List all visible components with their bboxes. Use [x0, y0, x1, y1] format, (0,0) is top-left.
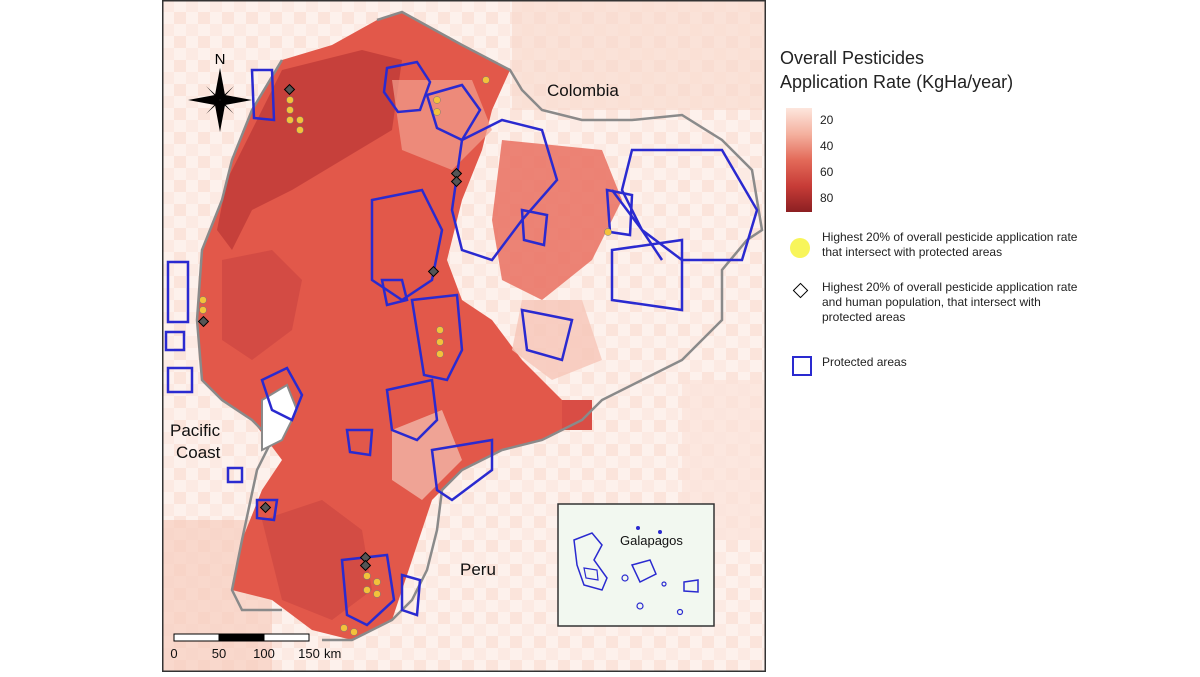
peru-border: [322, 448, 503, 642]
label-pacific-line1: Pacific: [170, 421, 221, 440]
legend-item-label: Highest 20% of overall pesticide applica…: [822, 230, 1078, 259]
legend-item-black-diamond: Highest 20% of overall pesticide applica…: [780, 280, 1080, 325]
scale-tick-50: 50: [212, 646, 226, 661]
north-label: N: [215, 51, 226, 68]
label-pacific-line2: Coast: [176, 443, 221, 462]
colombia-border: [376, 10, 764, 452]
legend-item-label: Highest 20% of overall pesticide applica…: [822, 280, 1078, 324]
legend-item-yellow-circle: Highest 20% of overall pesticide applica…: [780, 230, 1080, 260]
colorbar-tick-60: 60: [820, 165, 834, 179]
colorbar-tick-80: 80: [820, 191, 834, 205]
label-peru: Peru: [460, 560, 496, 579]
label-colombia: Colombia: [547, 81, 619, 100]
colorbar-gradient: [786, 108, 812, 212]
legend-title-line1: Overall Pesticides: [780, 48, 925, 68]
yellow-circle-icon: [790, 238, 810, 258]
colorbar-tick-20: 20: [820, 113, 834, 127]
galapagos-inset: Galapagos: [557, 503, 715, 627]
north-arrow-icon: [188, 68, 252, 132]
colorbar-tick-40: 40: [820, 139, 834, 153]
legend: Overall Pesticides Application Rate (KgH…: [780, 46, 1080, 376]
hotspots: [197, 76, 612, 636]
legend-title-line2: Application Rate (KgHa/year): [780, 72, 1014, 92]
scale-bar: 0 50 100 150 km: [170, 633, 341, 661]
diamond-icon: [792, 282, 809, 299]
scale-unit: km: [324, 646, 341, 661]
pacific-coastline: [195, 59, 284, 612]
scale-tick-100: 100: [253, 646, 275, 661]
colorbar: 20 40 60 80: [780, 108, 1080, 218]
protected-areas: [164, 60, 759, 627]
map-frame: N Colombia Peru Pacific Coast Galapagos: [162, 0, 766, 672]
label-galapagos: Galapagos: [620, 533, 683, 548]
map-border: [162, 0, 766, 672]
map-svg: N Colombia Peru Pacific Coast Galapagos: [162, 0, 766, 672]
scale-tick-0: 0: [170, 646, 177, 661]
scale-tick-150: 150: [298, 646, 320, 661]
square-icon: [792, 356, 812, 376]
legend-item-label: Protected areas: [822, 355, 907, 369]
legend-item-protected-areas: Protected areas: [780, 355, 1080, 376]
